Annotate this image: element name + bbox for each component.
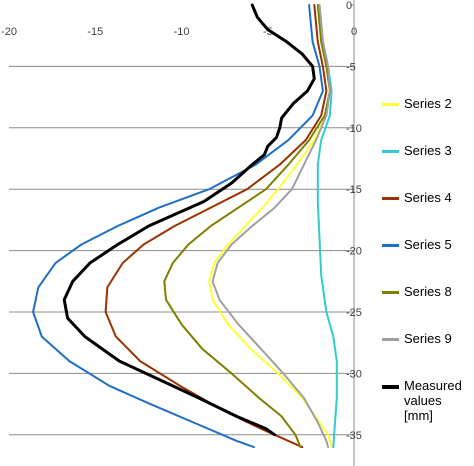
y-tick-label: -5 bbox=[346, 61, 356, 73]
y-axis bbox=[350, 0, 355, 466]
series-line bbox=[163, 4, 331, 449]
series-line bbox=[32, 4, 324, 449]
legend-swatch bbox=[382, 103, 399, 106]
x-tick-labels: -20-15-10-50 bbox=[1, 26, 357, 38]
legend-swatch bbox=[382, 385, 399, 389]
legend-swatch bbox=[382, 244, 399, 247]
x-tick-label: -5 bbox=[263, 26, 273, 38]
legend-swatch bbox=[382, 338, 399, 341]
y-tick-labels: 0 -5 -10 -15 -20 -25 -30 -35 bbox=[346, 0, 362, 442]
legend-label: Series 8 bbox=[404, 284, 452, 299]
y-tick-label: -10 bbox=[346, 123, 362, 135]
legend-item: Series 5 bbox=[382, 237, 474, 273]
grid-lines bbox=[9, 65, 354, 436]
y-tick-label: -25 bbox=[346, 307, 362, 319]
y-tick-label: 0 bbox=[346, 0, 352, 12]
y-tick-label: -30 bbox=[346, 368, 362, 380]
legend-label: Series 4 bbox=[404, 190, 452, 205]
legend-item: Series 4 bbox=[382, 190, 474, 226]
legend-label: Series 5 bbox=[404, 237, 452, 252]
legend-item: Measured values [mm] bbox=[382, 378, 474, 423]
legend-label: Series 2 bbox=[404, 96, 452, 111]
y-tick-label: -15 bbox=[346, 184, 362, 196]
x-tick-label: -15 bbox=[87, 26, 103, 38]
legend-swatch bbox=[382, 291, 399, 294]
series-line bbox=[104, 4, 328, 449]
y-tick-label: -20 bbox=[346, 246, 362, 258]
legend-item: Series 8 bbox=[382, 284, 474, 320]
x-tick-label: -20 bbox=[1, 26, 17, 38]
series-line bbox=[211, 4, 331, 449]
legend-swatch bbox=[382, 197, 399, 200]
legend-item: Series 2 bbox=[382, 96, 474, 132]
y-tick-label: -35 bbox=[346, 430, 362, 442]
series-lines bbox=[32, 3, 338, 449]
legend-swatch bbox=[382, 150, 399, 153]
x-tick-label: -10 bbox=[174, 26, 190, 38]
legend-item: Series 3 bbox=[382, 143, 474, 179]
legend-label: Series 9 bbox=[404, 331, 452, 346]
legend-label: Series 3 bbox=[404, 143, 452, 158]
series-line bbox=[62, 3, 316, 437]
legend-item: Series 9 bbox=[382, 331, 474, 367]
legend-label: Measured values [mm] bbox=[404, 378, 462, 423]
legend: Series 2 Series 3 Series 4 Series 5 Series 8… bbox=[382, 0, 474, 466]
